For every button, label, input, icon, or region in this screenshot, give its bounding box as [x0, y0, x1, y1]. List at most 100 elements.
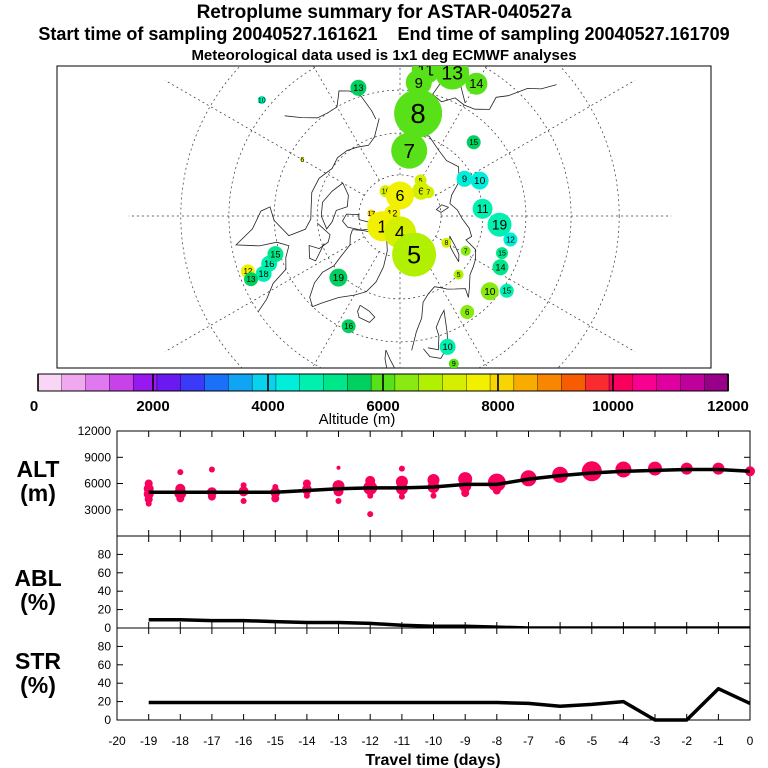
plume-marker-label: 9: [415, 76, 423, 92]
plume-marker-dot: [342, 399, 350, 407]
plume-marker-label: 4: [395, 222, 405, 243]
alt-cluster-point: [271, 494, 280, 503]
alt-cluster-point: [367, 492, 374, 499]
colorbar-swatch: [466, 373, 491, 392]
plume-marker-dot: [448, 358, 459, 368]
start-time-label: Start time of sampling 20040527.161621: [38, 24, 378, 44]
plume-marker-dot: [300, 157, 305, 162]
colorbar-swatch: [132, 373, 158, 392]
plume-marker-dot: [441, 237, 452, 248]
colorbar-swatch: [513, 373, 539, 392]
plume-marker-label: 19: [492, 218, 508, 233]
plume-marker-label: 9: [462, 174, 467, 184]
alt-cluster-point: [240, 498, 247, 504]
plume-marker-label: 18: [258, 269, 268, 279]
coastline: [399, 128, 477, 351]
meridian-line: [435, 236, 636, 353]
plume-marker: 9: [456, 170, 473, 187]
meridian-line: [420, 251, 489, 368]
plume-marker-label: 15: [469, 138, 478, 147]
plume-marker: 8: [441, 237, 452, 248]
colorbar-swatch: [204, 373, 230, 392]
plume-marker: 15: [496, 247, 508, 260]
abl-ytick-label: 60: [98, 566, 112, 580]
plume-marker-dot: [386, 181, 414, 210]
latitude-circle: [358, 174, 442, 258]
plume-marker: 5: [392, 232, 437, 277]
x-tick-label: -15: [267, 734, 285, 748]
plume-marker: 10: [342, 399, 350, 408]
plume-marker-dot: [487, 212, 512, 237]
plume-marker: 19: [487, 212, 512, 237]
plume-marker-label: 6: [396, 187, 405, 205]
colorbar-swatch: [251, 373, 277, 392]
x-tick-label: -1: [713, 734, 724, 748]
colorbar-swatch: [585, 373, 610, 392]
plume-marker: 10: [257, 96, 266, 105]
abl-ylabel: ABL: [14, 565, 61, 591]
str-ytick-label: 40: [98, 676, 112, 690]
plume-marker-dot: [453, 269, 464, 280]
x-tick-label: -9: [460, 734, 471, 748]
x-tick-label: -5: [586, 734, 597, 748]
abl-ytick-label: 0: [104, 621, 111, 635]
str-panel: 0 20 40 60 80 STR (%): [15, 627, 751, 727]
colorbar-swatch: [537, 373, 563, 392]
plume-marker: 7: [460, 245, 471, 256]
plume-marker-label: 9: [452, 361, 456, 368]
x-tick-label: -2: [681, 734, 692, 748]
plume-marker: 13: [350, 79, 367, 96]
alt-cluster-point: [145, 500, 152, 507]
latitude-circle: [273, 89, 527, 343]
plume-marker-label: 13: [441, 62, 463, 84]
colorbar-label: Altitude (m): [319, 411, 396, 428]
plume-marker-label: 16: [264, 259, 274, 269]
plume-marker-dot: [439, 338, 456, 355]
alt-ylabel-unit: (m): [20, 480, 56, 506]
coastline: [357, 304, 376, 323]
plume-marker: 10: [480, 282, 499, 301]
meridian-line: [312, 66, 380, 181]
abl-ylabel-unit: (%): [20, 589, 56, 615]
abl-panel-frame: [116, 535, 751, 629]
colorbar-swatch: [394, 373, 420, 392]
plume-marker-label: 16: [344, 322, 353, 331]
plume-marker: 5: [453, 269, 464, 280]
plume-marker-dot: [480, 282, 499, 301]
plume-marker-label: 5: [419, 178, 423, 185]
plume-marker-label: 14: [495, 262, 505, 272]
plume-marker: 8: [394, 89, 443, 138]
plume-marker-label: 13: [247, 275, 256, 284]
x-tick-label: -8: [491, 734, 502, 748]
plume-marker-label: 16: [382, 189, 390, 196]
plume-marker: 13: [435, 62, 470, 90]
colorbar-tick-label: 12000: [707, 398, 749, 415]
plume-marker: 9: [448, 358, 459, 368]
colorbar-tick-label: 6000: [366, 398, 399, 415]
x-tick-label: -7: [523, 734, 534, 748]
plume-marker: 14: [492, 259, 509, 276]
plume-marker-dot: [499, 283, 514, 298]
abl-ytick-label: 80: [98, 547, 112, 561]
plume-marker-label: 7: [426, 190, 430, 197]
plume-marker-label: 10: [258, 98, 266, 105]
plume-marker: 15: [499, 283, 514, 298]
plume-marker: 7: [422, 186, 435, 199]
plume-marker-label: 6: [418, 186, 424, 197]
alt-cluster-point: [176, 494, 185, 503]
plume-marker-dot: [465, 72, 488, 95]
alt-ytick-label: 3000: [84, 503, 111, 517]
colorbar-swatch: [85, 373, 111, 392]
x-tick-label: -6: [555, 734, 566, 748]
plume-marker-label: 19: [333, 273, 345, 284]
abl-ytick-label: 20: [98, 603, 112, 617]
plume-marker-dot: [496, 247, 508, 260]
plume-marker-label: 15: [270, 249, 280, 259]
plume-marker-label: 14: [469, 77, 483, 91]
meridian-line: [164, 236, 365, 353]
alt-cluster-point: [335, 498, 342, 504]
colorbar-tick-label: 8000: [481, 398, 514, 415]
str-ylabel: STR: [15, 648, 61, 674]
colorbar-swatch: [489, 373, 515, 392]
